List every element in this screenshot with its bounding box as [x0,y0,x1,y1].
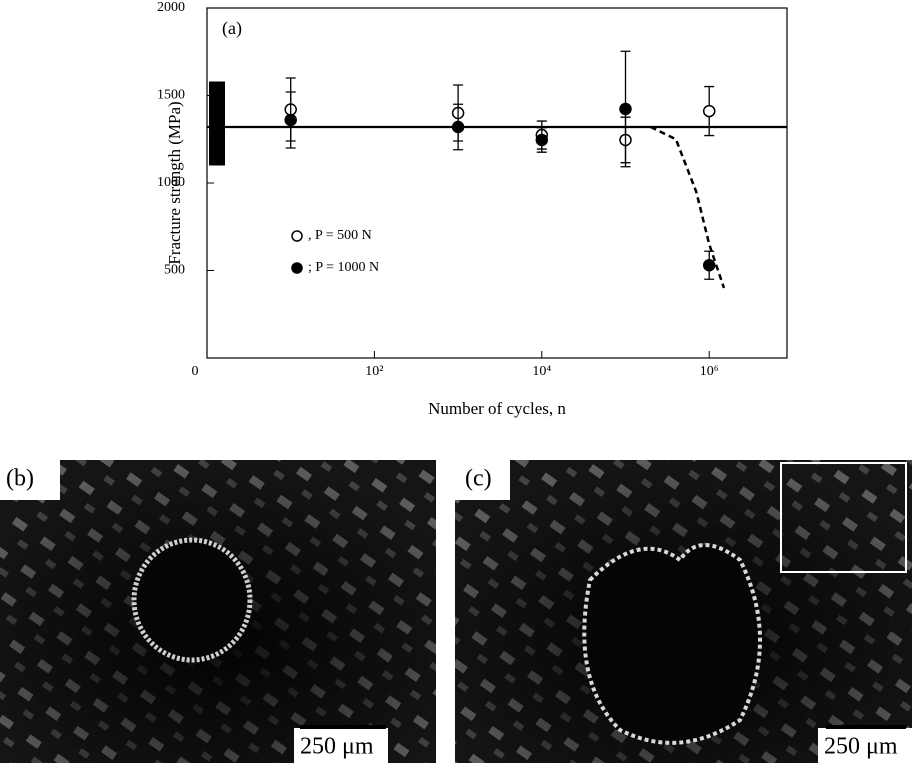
y-tick-label: 500 [164,263,185,278]
x-axis-label: Number of cycles, n [428,399,566,418]
data-point [451,120,465,134]
legend-label: ; P = 1000 N [308,260,379,275]
y-tick-label: 2000 [157,0,185,15]
micrograph-c: (c) 250 μm [455,460,912,763]
static-range [209,81,225,166]
data-point [702,104,716,118]
x-tick-label: 10² [365,364,383,379]
data-point [619,102,632,116]
micrograph-b: (b) 250 μm [0,460,436,763]
legend-label: , P = 500 N [308,228,372,243]
y-axis-label: Fracture strength (MPa) [165,101,184,264]
x-tick-label: 10⁶ [700,364,719,379]
scale-bar-label: 250 μm [300,734,374,760]
scale-bar-label: 250 μm [824,734,898,760]
legend-marker [291,262,303,274]
panel-label: (b) [6,466,34,492]
data-point [284,113,297,127]
y-tick-label: 1000 [157,175,185,190]
annotation: (a) [222,18,242,39]
panel-label: (c) [465,466,492,492]
legend-marker [291,230,303,242]
data-point [535,133,549,147]
plot-frame [206,7,788,359]
data-point [702,259,716,272]
y-tick-label: 1500 [157,88,185,103]
x-tick-label: 10⁴ [532,364,551,379]
dashed-curve [650,125,726,289]
x-tick-label: 0 [192,364,199,379]
